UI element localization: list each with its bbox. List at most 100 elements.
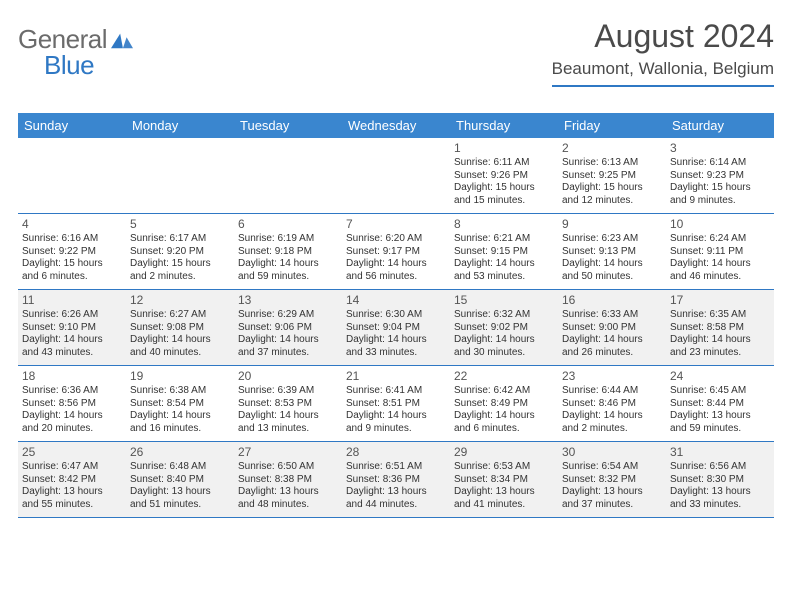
day-number: 31 [670,445,770,460]
sunset-text: Sunset: 9:20 PM [130,246,230,259]
calendar-page: General August 2024 Beaumont, Wallonia, … [0,0,792,612]
calendar-day-cell: 7Sunrise: 6:20 AMSunset: 9:17 PMDaylight… [342,214,450,290]
sunrise-text: Sunrise: 6:45 AM [670,385,770,398]
day-number: 5 [130,217,230,232]
sunrise-text: Sunrise: 6:44 AM [562,385,662,398]
sunset-text: Sunset: 9:18 PM [238,246,338,259]
sunset-text: Sunset: 9:04 PM [346,322,446,335]
calendar-day-cell: 4Sunrise: 6:16 AMSunset: 9:22 PMDaylight… [18,214,126,290]
day-number: 24 [670,369,770,384]
daylight-text: Daylight: 13 hours and 51 minutes. [130,486,230,511]
sunrise-text: Sunrise: 6:53 AM [454,461,554,474]
calendar-week-row: 18Sunrise: 6:36 AMSunset: 8:56 PMDayligh… [18,366,774,442]
sunrise-text: Sunrise: 6:39 AM [238,385,338,398]
calendar-day-cell: 16Sunrise: 6:33 AMSunset: 9:00 PMDayligh… [558,290,666,366]
calendar-day-cell [126,138,234,214]
sunset-text: Sunset: 8:44 PM [670,398,770,411]
weekday-header: Saturday [666,113,774,138]
sunrise-text: Sunrise: 6:38 AM [130,385,230,398]
day-number: 21 [346,369,446,384]
calendar-day-cell: 22Sunrise: 6:42 AMSunset: 8:49 PMDayligh… [450,366,558,442]
sunrise-text: Sunrise: 6:14 AM [670,157,770,170]
calendar-day-cell: 19Sunrise: 6:38 AMSunset: 8:54 PMDayligh… [126,366,234,442]
day-number: 1 [454,141,554,156]
day-number: 25 [22,445,122,460]
calendar-day-cell: 14Sunrise: 6:30 AMSunset: 9:04 PMDayligh… [342,290,450,366]
daylight-text: Daylight: 14 hours and 46 minutes. [670,258,770,283]
day-number: 12 [130,293,230,308]
sunset-text: Sunset: 9:15 PM [454,246,554,259]
sunset-text: Sunset: 9:00 PM [562,322,662,335]
calendar-table: SundayMondayTuesdayWednesdayThursdayFrid… [18,113,774,518]
sunset-text: Sunset: 9:13 PM [562,246,662,259]
day-number: 17 [670,293,770,308]
daylight-text: Daylight: 14 hours and 13 minutes. [238,410,338,435]
sunset-text: Sunset: 9:10 PM [22,322,122,335]
calendar-day-cell [342,138,450,214]
calendar-day-cell: 15Sunrise: 6:32 AMSunset: 9:02 PMDayligh… [450,290,558,366]
daylight-text: Daylight: 14 hours and 26 minutes. [562,334,662,359]
day-number: 28 [346,445,446,460]
calendar-day-cell: 13Sunrise: 6:29 AMSunset: 9:06 PMDayligh… [234,290,342,366]
calendar-day-cell: 12Sunrise: 6:27 AMSunset: 9:08 PMDayligh… [126,290,234,366]
day-number: 19 [130,369,230,384]
calendar-day-cell: 21Sunrise: 6:41 AMSunset: 8:51 PMDayligh… [342,366,450,442]
daylight-text: Daylight: 14 hours and 30 minutes. [454,334,554,359]
calendar-day-cell: 26Sunrise: 6:48 AMSunset: 8:40 PMDayligh… [126,442,234,518]
sunrise-text: Sunrise: 6:13 AM [562,157,662,170]
day-number: 3 [670,141,770,156]
calendar-day-cell: 3Sunrise: 6:14 AMSunset: 9:23 PMDaylight… [666,138,774,214]
daylight-text: Daylight: 14 hours and 53 minutes. [454,258,554,283]
calendar-header-row: SundayMondayTuesdayWednesdayThursdayFrid… [18,113,774,138]
sunrise-text: Sunrise: 6:26 AM [22,309,122,322]
day-number: 7 [346,217,446,232]
daylight-text: Daylight: 14 hours and 2 minutes. [562,410,662,435]
day-number: 26 [130,445,230,460]
logo-blue-wrap: Blue [18,50,94,81]
daylight-text: Daylight: 14 hours and 23 minutes. [670,334,770,359]
sunrise-text: Sunrise: 6:48 AM [130,461,230,474]
calendar-day-cell: 10Sunrise: 6:24 AMSunset: 9:11 PMDayligh… [666,214,774,290]
sunset-text: Sunset: 9:25 PM [562,170,662,183]
sunrise-text: Sunrise: 6:47 AM [22,461,122,474]
calendar-day-cell: 1Sunrise: 6:11 AMSunset: 9:26 PMDaylight… [450,138,558,214]
calendar-day-cell: 6Sunrise: 6:19 AMSunset: 9:18 PMDaylight… [234,214,342,290]
day-number: 29 [454,445,554,460]
calendar-week-row: 4Sunrise: 6:16 AMSunset: 9:22 PMDaylight… [18,214,774,290]
sunrise-text: Sunrise: 6:42 AM [454,385,554,398]
sunrise-text: Sunrise: 6:21 AM [454,233,554,246]
logo-blue-text: Blue [44,50,94,80]
sunset-text: Sunset: 9:08 PM [130,322,230,335]
sunrise-text: Sunrise: 6:27 AM [130,309,230,322]
sunset-text: Sunset: 9:06 PM [238,322,338,335]
header: General August 2024 Beaumont, Wallonia, … [18,18,774,87]
calendar-week-row: 25Sunrise: 6:47 AMSunset: 8:42 PMDayligh… [18,442,774,518]
daylight-text: Daylight: 14 hours and 16 minutes. [130,410,230,435]
sunrise-text: Sunrise: 6:32 AM [454,309,554,322]
daylight-text: Daylight: 14 hours and 33 minutes. [346,334,446,359]
calendar-day-cell: 8Sunrise: 6:21 AMSunset: 9:15 PMDaylight… [450,214,558,290]
day-number: 13 [238,293,338,308]
sunset-text: Sunset: 8:49 PM [454,398,554,411]
daylight-text: Daylight: 13 hours and 55 minutes. [22,486,122,511]
calendar-day-cell: 11Sunrise: 6:26 AMSunset: 9:10 PMDayligh… [18,290,126,366]
calendar-day-cell: 27Sunrise: 6:50 AMSunset: 8:38 PMDayligh… [234,442,342,518]
sunset-text: Sunset: 8:30 PM [670,474,770,487]
sunset-text: Sunset: 8:58 PM [670,322,770,335]
calendar-day-cell: 28Sunrise: 6:51 AMSunset: 8:36 PMDayligh… [342,442,450,518]
calendar-day-cell [18,138,126,214]
day-number: 10 [670,217,770,232]
sunrise-text: Sunrise: 6:51 AM [346,461,446,474]
day-number: 30 [562,445,662,460]
sunset-text: Sunset: 8:34 PM [454,474,554,487]
sunrise-text: Sunrise: 6:11 AM [454,157,554,170]
day-number: 6 [238,217,338,232]
day-number: 8 [454,217,554,232]
sunrise-text: Sunrise: 6:41 AM [346,385,446,398]
daylight-text: Daylight: 14 hours and 9 minutes. [346,410,446,435]
daylight-text: Daylight: 14 hours and 40 minutes. [130,334,230,359]
day-number: 15 [454,293,554,308]
sunrise-text: Sunrise: 6:19 AM [238,233,338,246]
month-title: August 2024 [552,18,774,55]
sunrise-text: Sunrise: 6:24 AM [670,233,770,246]
